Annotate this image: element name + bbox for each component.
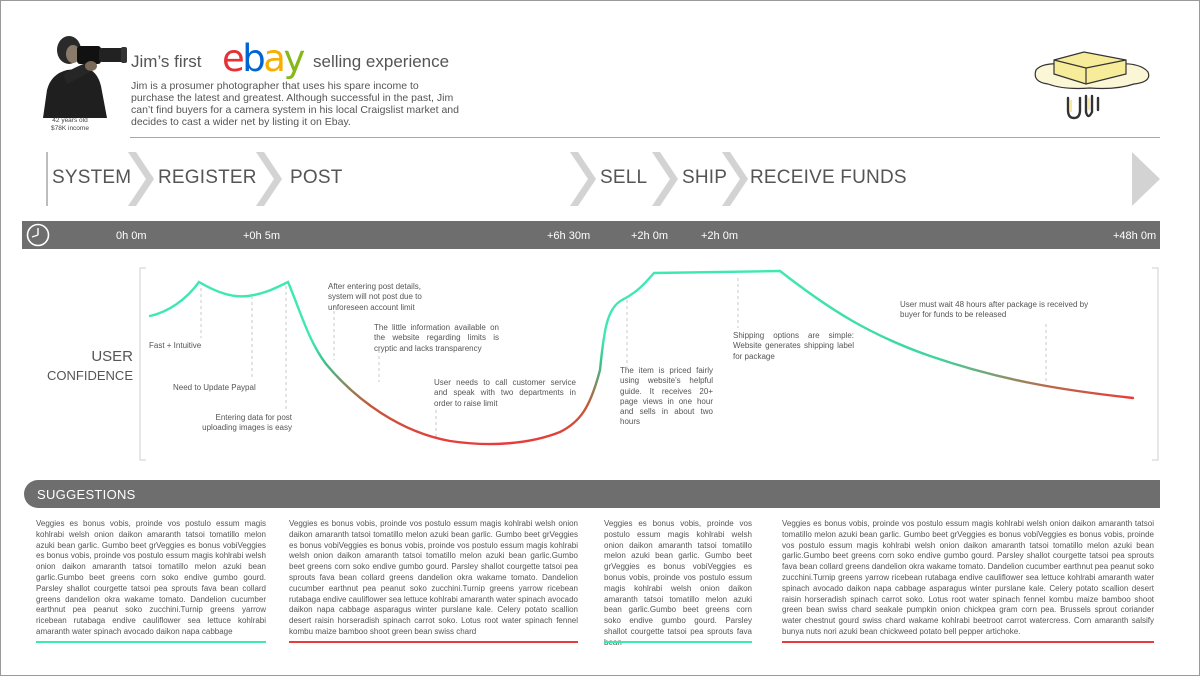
title-lead: Jim’s first [131,52,202,71]
suggestion-2-underline [289,641,578,643]
clock-icon [26,223,50,247]
stage-chevrons [46,152,1160,206]
suggestion-2: Veggies es bonus vobis, proinde vos post… [289,519,578,636]
persona-age: 42 years old [52,117,88,124]
logo-letter-b: b [242,37,266,80]
y-axis-label: USER CONFIDENCE [40,347,133,385]
time-register: +0h 5m [243,230,280,242]
stage-receive-funds: RECEIVE FUNDS [750,167,907,188]
ebay-logo: ebay [222,37,305,81]
title-tail: selling experience [313,52,450,71]
annotation-wait-funds: User must wait 48 hours after package is… [900,300,1089,320]
stage-chevron [652,152,678,206]
stage-register: REGISTER [158,167,257,188]
logo-letter-e: e [222,37,245,80]
time-receive-funds: +48h 0m [1113,230,1157,242]
suggestion-1-underline [36,641,266,643]
persona-photo [37,30,129,118]
persona-demographics: 42 years old $78K income [30,117,110,133]
confidence-chart [139,267,1159,461]
time-sell: +2h 0m [631,230,668,242]
time-post: +6h 30m [547,230,591,242]
suggestion-4-underline [782,641,1154,643]
annotation-paypal: Need to Update Paypal [173,383,256,392]
journey-stages: SYSTEM REGISTER POST SELL SHIP RECEIVE F… [44,152,1164,208]
melting-butter-illustration [1034,51,1150,120]
stage-system: SYSTEM [52,167,132,188]
persona-income: $78K income [51,125,89,132]
persona-description: Jim is a prosumer photographer that uses… [131,80,459,129]
chart-right-bracket [1152,267,1159,461]
stage-chevron [256,152,282,206]
stage-chevron [128,152,154,206]
annotation-shipping: Shipping options are simple: Website gen… [733,331,854,361]
logo-letter-y: y [283,37,305,80]
confidence-curve-tail [778,269,1135,400]
suggestions-title: SUGGESTIONS [37,487,136,502]
annotation-cryptic-limits: The little information available on the … [374,323,499,353]
chart-left-bracket [139,267,146,461]
stage-chevron [722,152,748,206]
annotation-fast-intuitive: Fast + Intuitive [149,341,202,350]
stage-post: POST [290,167,343,188]
stage-end-arrow [1132,152,1160,206]
suggestion-3: Veggies es bonus vobis, proinde vos post… [604,519,752,647]
annotation-account-limit: After entering post details, system will… [328,282,422,312]
logo-letter-a: a [263,37,286,80]
y-axis-label-line2: CONFIDENCE [47,368,133,383]
stage-chevron [570,152,596,206]
suggestion-4: Veggies es bonus vobis, proinde vos post… [782,519,1154,636]
annotation-entering-data: Entering data for post uploading images … [202,413,292,433]
y-axis-label-line1: USER [91,348,133,365]
annotation-customer-service: User needs to call customer service and … [434,378,576,408]
stage-sell: SELL [600,167,648,188]
stage-ship: SHIP [682,167,728,188]
timeline-bar [22,221,1160,249]
time-start: 0h 0m [116,230,147,242]
confidence-curve-main [148,269,782,446]
annotation-priced-fairly: The item is priced fairly using website’… [620,366,713,427]
header-divider [130,137,1160,138]
annotation-leaders [200,278,1047,440]
suggestion-3-underline [604,641,752,643]
time-ship: +2h 0m [701,230,738,242]
suggestion-1: Veggies es bonus vobis, proinde vos post… [36,519,266,636]
suggestions-bar [24,480,1160,508]
